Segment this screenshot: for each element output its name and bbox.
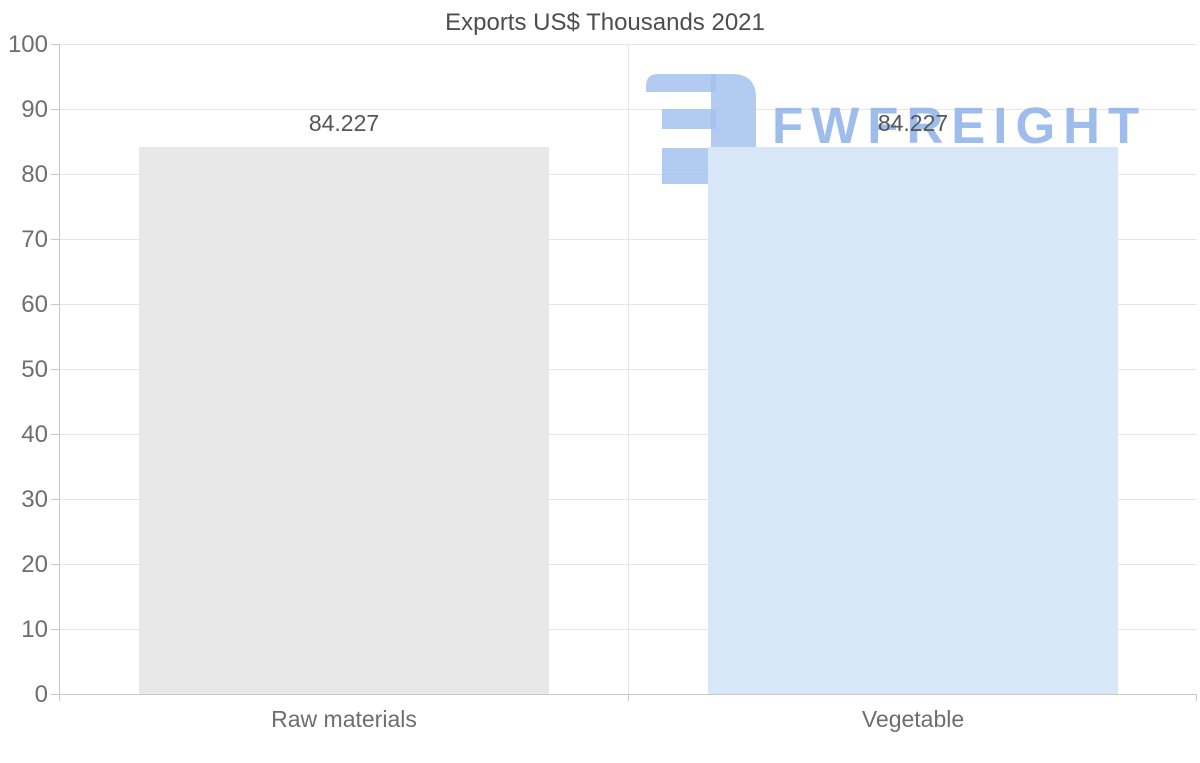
bar-vegetable (708, 147, 1118, 694)
data-label-0: 84.227 (308, 110, 380, 136)
x-tick-right (1196, 694, 1197, 701)
y-axis-line (59, 44, 60, 701)
y-axis-label-10: 10 (21, 616, 48, 643)
y-tick-10 (51, 629, 59, 630)
fwfreight-watermark-text: FWFREIGHT (772, 97, 1148, 154)
data-label-1: 84.227 (877, 110, 949, 136)
chart-title: Exports US$ Thousands 2021 (445, 9, 765, 36)
y-axis-label-50: 50 (21, 356, 48, 383)
y-tick-40 (51, 434, 59, 435)
fwfreight-logo-icon (646, 74, 756, 184)
y-tick-80 (51, 174, 59, 175)
y-axis-label-30: 30 (21, 486, 48, 513)
y-tick-50 (51, 369, 59, 370)
y-axis-label-20: 20 (21, 551, 48, 578)
y-tick-100 (51, 44, 59, 45)
y-axis-label-70: 70 (21, 226, 48, 253)
y-axis-label-60: 60 (21, 291, 48, 318)
x-tick-1 (628, 694, 629, 701)
x-axis-label-0: Raw materials (271, 706, 417, 732)
y-tick-90 (51, 109, 59, 110)
y-tick-70 (51, 239, 59, 240)
y-axis-label-0: 0 (34, 681, 48, 708)
y-axis-label-40: 40 (21, 421, 48, 448)
y-axis-label-100: 100 (7, 31, 48, 58)
bar-raw-materials (139, 147, 549, 694)
y-axis-label-80: 80 (21, 161, 48, 188)
y-tick-0 (51, 694, 59, 695)
y-tick-30 (51, 499, 59, 500)
x-axis-label-1: Vegetable (861, 706, 965, 732)
y-tick-60 (51, 304, 59, 305)
y-axis-label-90: 90 (21, 96, 48, 123)
y-tick-20 (51, 564, 59, 565)
category-divider-gridline (628, 44, 629, 694)
